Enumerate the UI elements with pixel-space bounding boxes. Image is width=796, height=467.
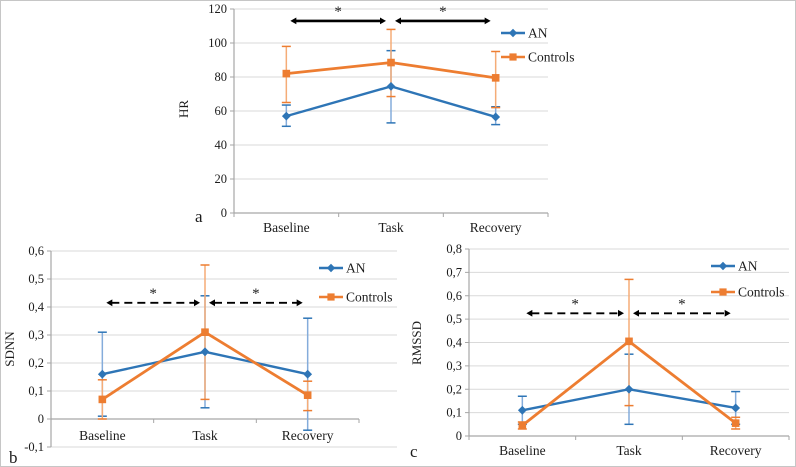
marker-diamond-an [386, 81, 396, 91]
significance-arrow-right [618, 309, 624, 317]
y-tick-label: 40 [215, 138, 228, 152]
legend-label: AN [738, 259, 758, 274]
significance-arrow-left [395, 17, 401, 25]
legend-marker-controls [719, 288, 727, 296]
legend-label: Controls [528, 50, 575, 65]
panel-letter: a [195, 207, 203, 226]
y-tick-label: 20 [215, 172, 228, 186]
significance-asterisk: * [571, 296, 579, 312]
marker-square-controls [201, 328, 209, 336]
legend-label: Controls [738, 285, 785, 300]
marker-diamond-an [303, 369, 313, 379]
x-category-label: Task [378, 220, 404, 235]
significance-asterisk: * [439, 4, 447, 20]
y-tick-label: 0,3 [28, 328, 44, 342]
x-category-label: Baseline [263, 220, 310, 235]
y-tick-label: 120 [208, 2, 227, 16]
x-category-label: Recovery [282, 428, 334, 443]
legend-label: AN [346, 261, 366, 276]
y-tick-label: 100 [208, 36, 227, 50]
x-category-label: Recovery [470, 220, 522, 235]
legend-marker-controls [327, 293, 335, 301]
significance-arrow-right [484, 17, 491, 25]
significance-arrow-left [106, 299, 113, 307]
y-tick-label: 0 [221, 206, 227, 220]
significance-asterisk: * [252, 286, 260, 302]
significance-asterisk: * [678, 296, 686, 312]
significance-arrow-right [296, 299, 303, 307]
significance-asterisk: * [334, 4, 342, 20]
panel-letter: c [410, 442, 418, 461]
y-tick-label: 0,4 [28, 300, 44, 314]
legend-marker-an [718, 261, 728, 271]
y-tick-label: 0,6 [28, 244, 44, 258]
marker-square-controls [731, 419, 740, 427]
y-tick-label: 0,4 [446, 336, 462, 350]
y-tick-label: 0,5 [28, 272, 44, 286]
y-tick-label: 0 [456, 429, 462, 443]
y-axis-title: HR [176, 100, 191, 118]
y-tick-label: 0,3 [446, 359, 462, 373]
marker-diamond-an [200, 347, 210, 357]
x-category-label: Baseline [499, 443, 546, 458]
y-tick-label: 0,7 [446, 265, 462, 279]
marker-diamond-an [624, 384, 634, 394]
legend-marker-an [508, 28, 518, 38]
chart-a-hr: 120 100 80 60 40 20 0 Baseline Task Recovery * * AN C… [176, 2, 575, 235]
marker-square-controls [98, 395, 107, 404]
significance-arrow-left [209, 299, 215, 307]
x-category-label: Baseline [79, 428, 126, 443]
y-tick-label: 60 [215, 104, 228, 118]
y-tick-label: 0,2 [446, 382, 462, 396]
panel-c: 0,8 0,7 0,6 0,5 0,4 0,3 0,2 0,1 0 Baseline Task Rec… [399, 239, 795, 466]
y-tick-label: 0,5 [446, 312, 462, 326]
legend-label: Controls [346, 290, 393, 305]
y-axis-title: RMSSD [409, 321, 424, 365]
marker-square-controls [518, 421, 527, 430]
marker-diamond-an [517, 405, 527, 415]
y-axis-title: SDNN [2, 331, 17, 367]
marker-diamond-an [491, 112, 501, 122]
y-tick-label: 80 [215, 70, 228, 84]
significance-arrow-left [290, 17, 297, 25]
chart-b-sdnn: 0,6 0,5 0,4 0,3 0,2 0,1 0 -0,1 Baseline Task Recov… [2, 244, 397, 467]
marker-diamond-an [731, 403, 741, 413]
panel-b: 0,6 0,5 0,4 0,3 0,2 0,1 0 -0,1 Baseline Task Recov… [1, 239, 401, 467]
marker-square-controls [303, 391, 312, 399]
significance-arrow-right [380, 17, 386, 25]
significance-arrow-left [526, 309, 533, 317]
significance-arrow-right [194, 299, 200, 307]
x-category-label: Task [192, 428, 218, 443]
chart-c-rmssd: 0,8 0,7 0,6 0,5 0,4 0,3 0,2 0,1 0 Baseline Task Rec… [409, 242, 790, 461]
y-tick-label: 0,8 [446, 242, 462, 256]
significance-asterisk: * [149, 286, 157, 302]
marker-diamond-an [97, 369, 107, 379]
significance-arrow-left [633, 309, 639, 317]
legend-marker-controls [509, 53, 517, 61]
x-category-label: Task [616, 443, 642, 458]
y-tick-label: 0,1 [446, 406, 462, 420]
marker-square-controls [491, 74, 500, 82]
legend-marker-an [326, 263, 336, 273]
x-category-label: Recovery [710, 443, 762, 458]
marker-square-controls [282, 69, 291, 78]
significance-arrow-right [724, 309, 731, 317]
y-tick-label: 0,6 [446, 289, 462, 303]
y-tick-label: -0,1 [24, 440, 44, 454]
legend-label: AN [528, 26, 548, 41]
panel-a: 120 100 80 60 40 20 0 Baseline Task Recovery * * AN C… [171, 1, 631, 237]
marker-square-controls [387, 58, 395, 67]
marker-square-controls [625, 337, 633, 346]
panel-letter: b [9, 448, 18, 467]
y-tick-label: 0,2 [28, 356, 44, 370]
marker-diamond-an [281, 111, 291, 121]
y-tick-label: 0,1 [28, 384, 44, 398]
y-tick-label: 0 [38, 412, 44, 426]
